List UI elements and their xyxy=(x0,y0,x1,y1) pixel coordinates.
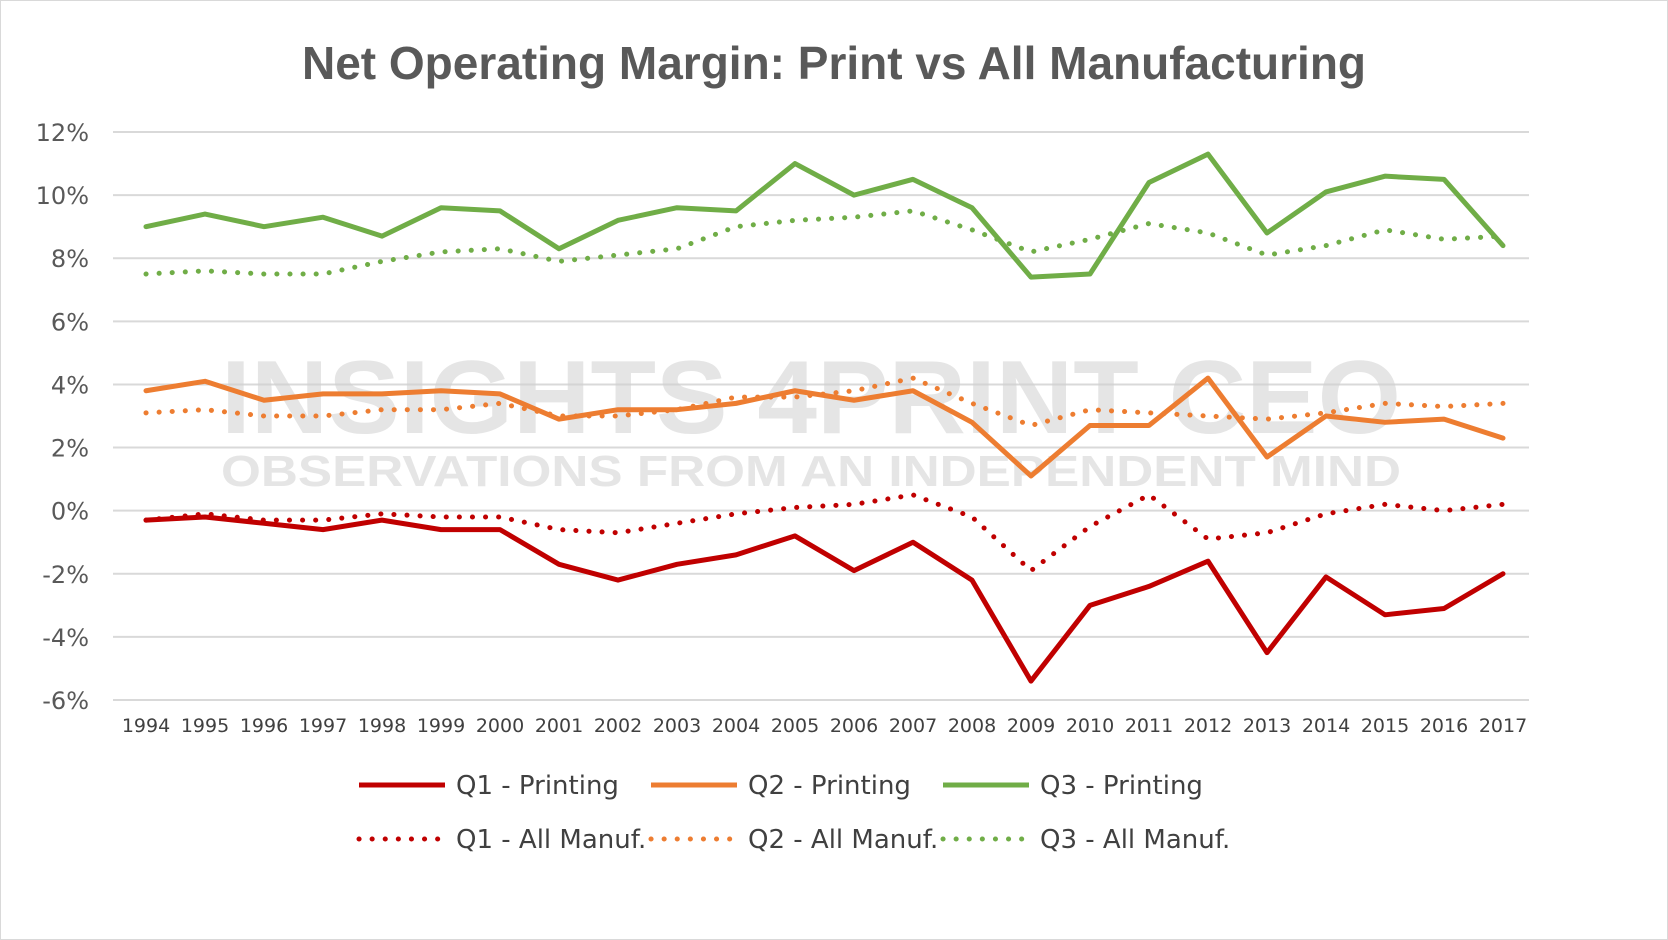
x-tick-label: 2000 xyxy=(476,715,524,737)
legend-item: Q2 - Printing xyxy=(651,771,911,801)
x-tick-label: 1996 xyxy=(240,715,288,737)
series-line-q2-printing xyxy=(143,375,1506,479)
watermark-line-1: INSIGHTS 4PRINT CEO xyxy=(221,340,1401,456)
x-tick-label: 2006 xyxy=(830,715,878,737)
x-tick-label: 2005 xyxy=(771,715,819,737)
legend-label: Q1 - All Manuf. xyxy=(456,825,646,855)
legend-item: Q1 - All Manuf. xyxy=(356,825,646,855)
legend-label: Q2 - All Manuf. xyxy=(748,825,938,855)
x-tick-label: 1997 xyxy=(299,715,347,737)
x-axis-ticks: 1994 1995 1996 1997 1998 1999 2000 2001 2002 2003… xyxy=(122,715,1527,737)
x-tick-label: 2009 xyxy=(1007,715,1055,737)
y-tick-label: 2% xyxy=(51,435,89,463)
legend-label: Q3 - Printing xyxy=(1040,771,1203,801)
watermark-line-2: OBSERVATIONS FROM AN INDEPENDENT MIND xyxy=(221,447,1401,496)
x-tick-label: 2014 xyxy=(1302,715,1350,737)
y-tick-label: 4% xyxy=(51,371,89,399)
legend-label: Q2 - Printing xyxy=(748,771,911,801)
x-tick-label: 2007 xyxy=(889,715,937,737)
chart-title: Net Operating Margin: Print vs All Manuf… xyxy=(302,37,1366,89)
y-tick-label: 8% xyxy=(51,245,89,273)
x-tick-label: 2002 xyxy=(594,715,642,737)
x-tick-label: 1999 xyxy=(417,715,465,737)
x-tick-label: 2003 xyxy=(653,715,701,737)
x-tick-label: 1998 xyxy=(358,715,406,737)
legend: Q1 - Printing Q2 - Printing Q3 - Printing Q… xyxy=(356,771,1230,855)
y-tick-label: 6% xyxy=(51,308,89,336)
y-tick-label: 12% xyxy=(36,119,89,147)
legend-item: Q2 - All Manuf. xyxy=(648,825,938,855)
legend-label: Q3 - All Manuf. xyxy=(1040,825,1230,855)
series-lines xyxy=(143,151,1506,684)
legend-item: Q3 - All Manuf. xyxy=(940,825,1230,855)
x-tick-label: 2013 xyxy=(1243,715,1291,737)
y-tick-label: -6% xyxy=(42,687,89,715)
y-tick-label: 10% xyxy=(36,182,89,210)
legend-item: Q1 - Printing xyxy=(359,771,619,801)
x-tick-label: 2017 xyxy=(1479,715,1527,737)
x-tick-label: 2004 xyxy=(712,715,760,737)
y-tick-label: 0% xyxy=(51,498,89,526)
x-tick-label: 2001 xyxy=(535,715,583,737)
x-tick-label: 1995 xyxy=(181,715,229,737)
legend-item: Q3 - Printing xyxy=(943,771,1203,801)
y-tick-label: -4% xyxy=(42,624,89,652)
series-line-q1-printing xyxy=(143,514,1506,684)
y-tick-label: -2% xyxy=(42,561,89,589)
legend-label: Q1 - Printing xyxy=(456,771,619,801)
x-tick-label: 2010 xyxy=(1066,715,1114,737)
watermark: INSIGHTS 4PRINT CEO OBSERVATIONS FROM AN… xyxy=(221,340,1401,496)
series-line-q3-printing xyxy=(143,151,1506,280)
x-tick-label: 2016 xyxy=(1420,715,1468,737)
x-tick-label: 1994 xyxy=(122,715,170,737)
x-tick-label: 2011 xyxy=(1125,715,1173,737)
y-axis-ticks: 12% 10% 8% 6% 4% 2% 0% -2% -4% -6% xyxy=(36,119,89,715)
x-tick-label: 2015 xyxy=(1361,715,1409,737)
series-line-q1-all-manuf xyxy=(143,492,1506,574)
gridlines xyxy=(113,131,1529,701)
x-tick-label: 2012 xyxy=(1184,715,1232,737)
x-tick-label: 2008 xyxy=(948,715,996,737)
series-line-q3-all-manuf xyxy=(143,208,1506,277)
